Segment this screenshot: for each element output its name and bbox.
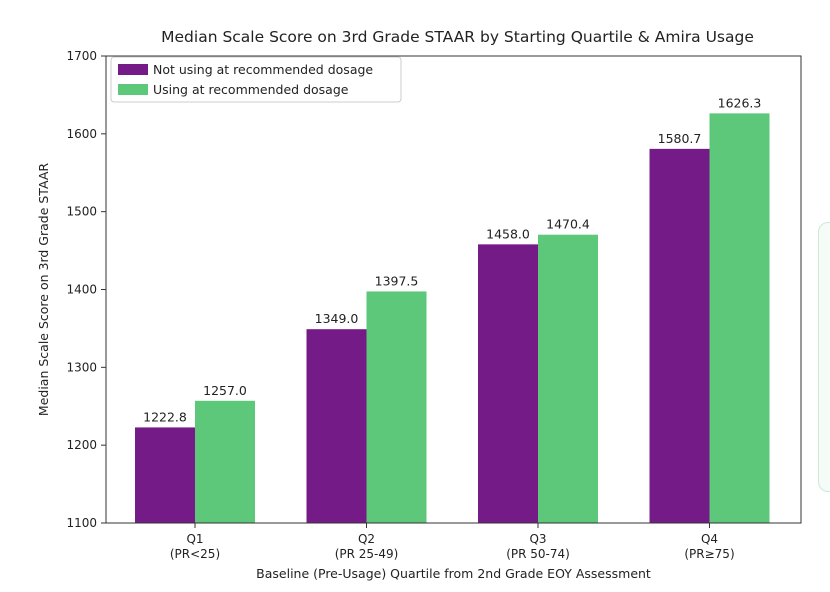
y-tick-label: 1700 xyxy=(66,49,97,63)
side-panel xyxy=(818,222,830,492)
x-axis-label: Baseline (Pre-Usage) Quartile from 2nd G… xyxy=(256,566,651,581)
x-tick-sublabel: (PR<25) xyxy=(170,547,220,561)
data-label: 1397.5 xyxy=(375,273,419,288)
x-tick-label: Q2 xyxy=(358,532,375,546)
y-tick-label: 1600 xyxy=(66,127,97,141)
data-label: 1257.0 xyxy=(203,383,247,398)
x-tick-label: Q3 xyxy=(529,532,546,546)
x-tick-sublabel: (PR 50-74) xyxy=(506,547,570,561)
legend-box xyxy=(110,56,402,103)
bar-not-using-q1 xyxy=(135,427,195,523)
bar-using-q4 xyxy=(709,113,770,524)
x-tick-sublabel: (PR 25-49) xyxy=(335,547,399,561)
y-tick-label: 1200 xyxy=(66,438,97,452)
x-tick-label: Q1 xyxy=(186,532,203,546)
data-label: 1470.4 xyxy=(546,217,590,232)
legend-swatch xyxy=(118,64,148,75)
data-label: 1580.7 xyxy=(658,131,702,146)
y-tick-label: 1100 xyxy=(66,516,97,530)
x-tick-sublabel: (PR≥75) xyxy=(684,547,734,561)
data-label: 1349.0 xyxy=(315,311,359,326)
y-tick-label: 1500 xyxy=(66,205,97,219)
data-label: 1222.8 xyxy=(143,409,187,424)
data-label: 1458.0 xyxy=(486,226,530,241)
bar-using-q2 xyxy=(366,291,427,523)
bar-not-using-q2 xyxy=(306,329,367,523)
bar-using-q1 xyxy=(195,400,255,523)
bar-using-q3 xyxy=(538,234,598,524)
bar-not-using-q3 xyxy=(478,244,538,523)
x-tick-label: Q4 xyxy=(701,532,718,546)
y-tick-label: 1400 xyxy=(66,283,97,297)
legend-swatch xyxy=(118,84,148,95)
bar-not-using-q4 xyxy=(649,148,710,523)
legend-label: Not using at recommended dosage xyxy=(153,62,373,77)
chart-title: Median Scale Score on 3rd Grade STAAR by… xyxy=(161,28,754,46)
y-axis-label: Median Scale Score on 3rd Grade STAAR xyxy=(36,163,51,416)
y-tick-label: 1300 xyxy=(66,360,97,374)
legend-label: Using at recommended dosage xyxy=(153,82,349,97)
data-label: 1626.3 xyxy=(718,95,762,110)
